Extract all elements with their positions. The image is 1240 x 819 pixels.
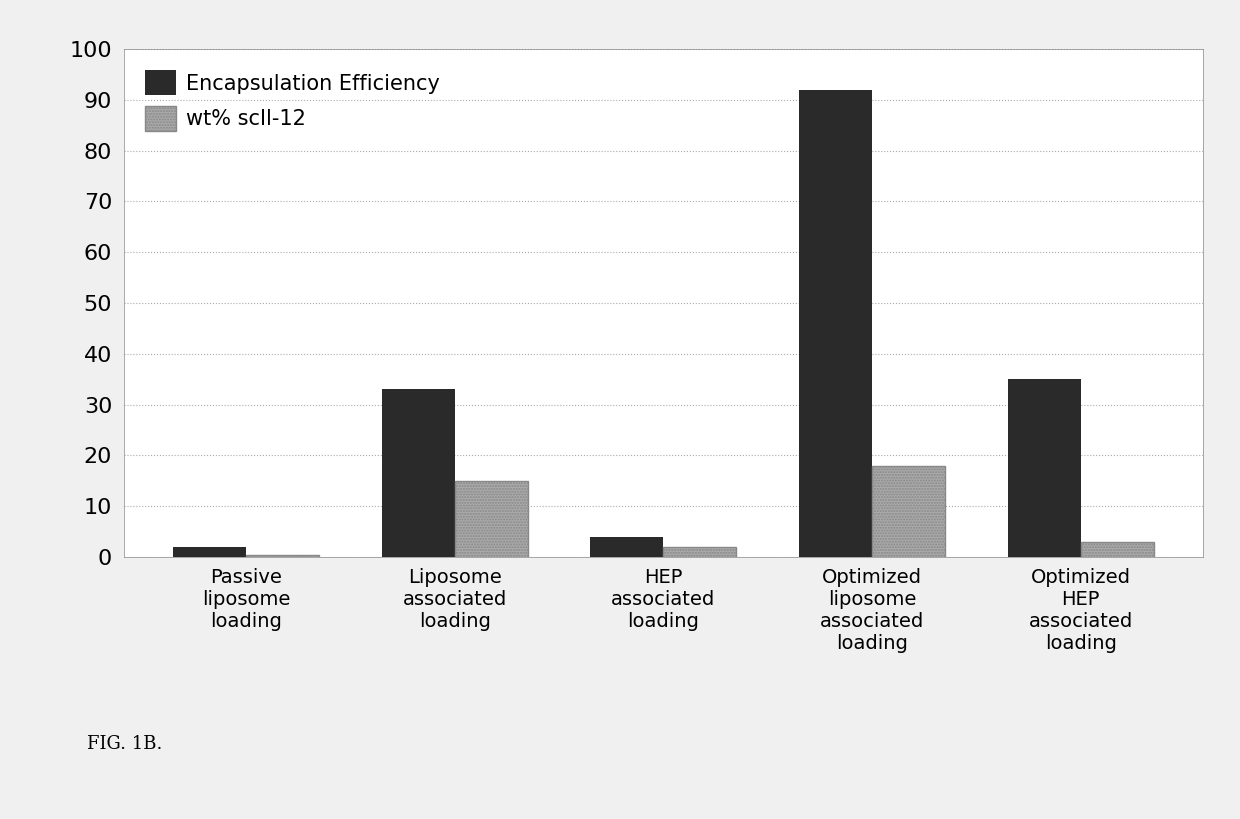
Bar [590, 536, 663, 557]
Bar [663, 547, 737, 557]
Bar [382, 389, 455, 557]
Text: FIG. 1B.: FIG. 1B. [87, 735, 162, 753]
Bar [246, 555, 319, 557]
Bar [872, 465, 945, 557]
Bar [1081, 541, 1153, 557]
Legend: Encapsulation Efficiency, wt% scIl-12: Encapsulation Efficiency, wt% scIl-12 [134, 60, 451, 142]
Bar [174, 547, 246, 557]
Bar [799, 90, 872, 557]
Bar [1008, 379, 1081, 557]
Bar [455, 481, 528, 557]
